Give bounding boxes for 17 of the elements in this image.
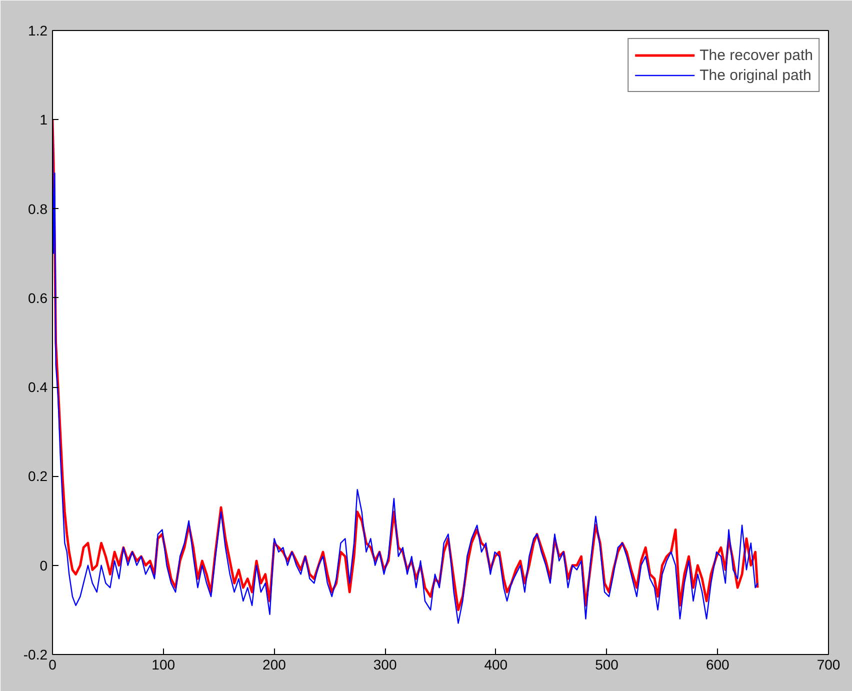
legend-label: The recover path <box>700 46 813 64</box>
y-tick-label: 1.2 <box>28 22 48 38</box>
y-tick-label: -0.2 <box>23 646 48 662</box>
legend-label: The original path <box>700 66 812 84</box>
y-tick-label: 0.8 <box>28 200 48 217</box>
x-tick-label: 300 <box>373 656 397 672</box>
x-tick-label: 500 <box>595 656 619 672</box>
y-tick-label: 0 <box>40 557 48 574</box>
y-tick-label: 1 <box>40 112 48 128</box>
y-tick-label: 0.2 <box>28 468 48 484</box>
y-tick-label: 0.6 <box>28 290 48 306</box>
x-tick-label: 700 <box>816 656 840 672</box>
x-tick-label: 200 <box>262 656 286 672</box>
x-tick-label: 100 <box>152 656 176 672</box>
y-tick-label: 0.4 <box>28 379 48 396</box>
x-tick-label: 400 <box>484 656 508 672</box>
x-tick-label: 600 <box>706 656 730 672</box>
